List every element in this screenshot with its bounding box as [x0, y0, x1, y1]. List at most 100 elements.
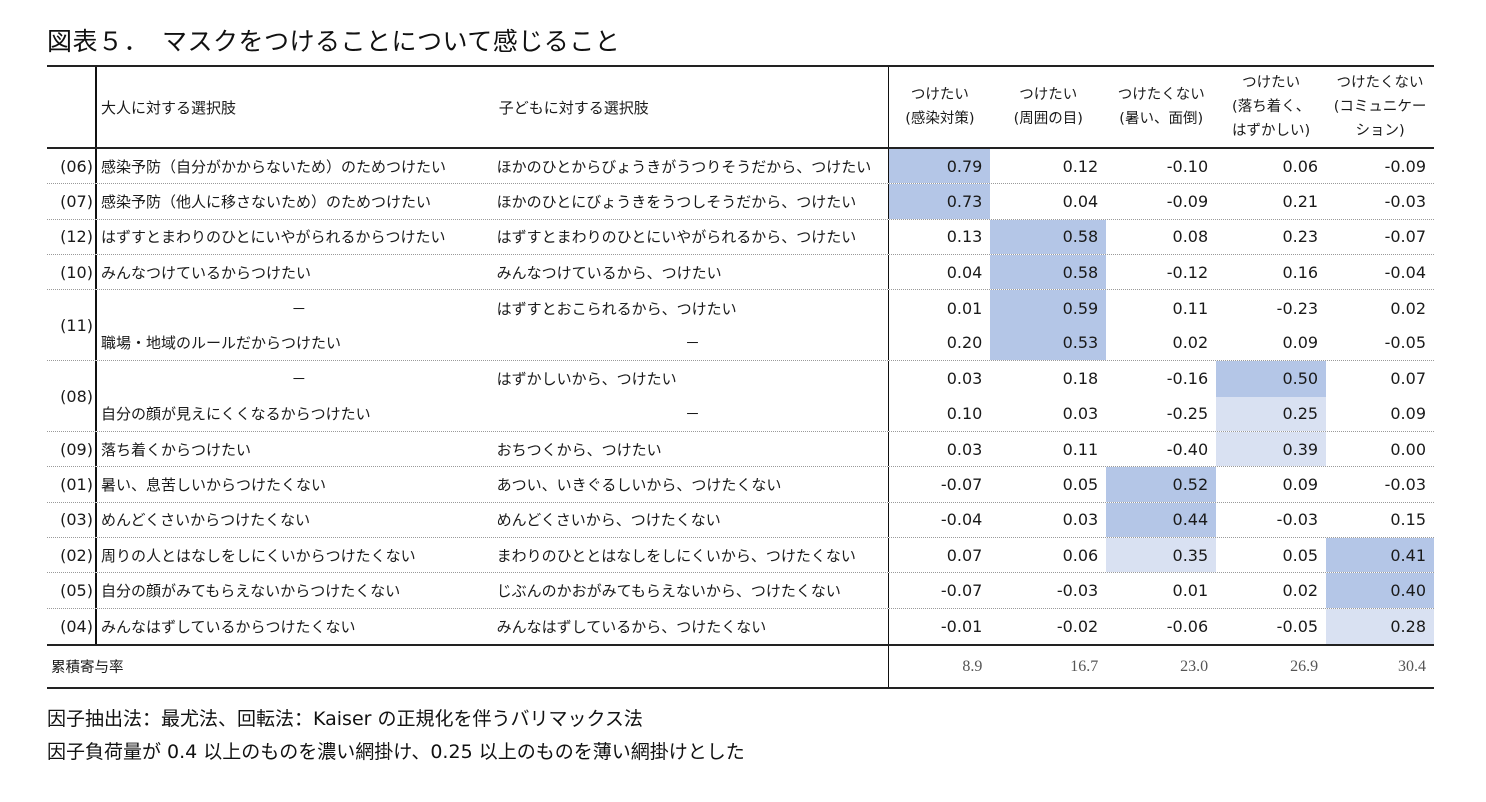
factor-loading-5: 0.00 [1390, 439, 1426, 459]
factor-loading-4: 0.02 [1282, 580, 1319, 600]
factor-loading-2: -0.02 [1056, 616, 1099, 636]
factor-loading-1: -0.07 [940, 580, 983, 600]
factor-loading-1: 0.01 [946, 298, 983, 318]
item-id [47, 326, 95, 360]
header-child: 子どもに対する選択肢 [497, 67, 890, 147]
factor-loading-3: 0.11 [1172, 298, 1209, 318]
factor-loading-4: 0.16 [1282, 262, 1319, 282]
cumulative-value: 16.7 [1070, 657, 1099, 675]
factor-loading-5: 0.41 [1326, 537, 1434, 573]
adult-option: はずすとまわりのひとにいやがられるからつけたい [94, 219, 497, 255]
factor-loading-4: 0.05 [1282, 545, 1319, 565]
factor-loading-2: 0.58 [990, 219, 1107, 255]
factor-loading-5: -0.05 [1384, 333, 1426, 353]
adult-option: 暑い、息苦しいからつけたくない [94, 467, 497, 502]
factor-loading-1: 0.07 [946, 545, 983, 565]
adult-option: － [94, 290, 497, 326]
child-option: めんどくさいから、つけたくない [497, 502, 890, 537]
factor-loading-3: 0.52 [1106, 467, 1217, 502]
item-id: (01) [60, 474, 93, 494]
factor-loading-3: 0.02 [1172, 333, 1209, 353]
factor-loading-4: 0.09 [1282, 474, 1319, 494]
table-row: (08) －はずかしいから、つけたい 0.03 0.18 -0.16 0.50 0.07 [47, 361, 1434, 406]
child-option: まわりのひととはなしをしにくいから、つけたくない [497, 537, 890, 573]
header-adult: 大人に対する選択肢 [94, 67, 497, 147]
factor-loading-4: 0.50 [1216, 361, 1327, 397]
item-id-merged: (11) [60, 316, 93, 336]
factor-loading-1: 0.13 [946, 227, 983, 247]
item-id: (10) [60, 262, 93, 282]
item-id: (02) [60, 545, 93, 565]
child-option: あつい、いきぐるしいから、つけたくない [497, 467, 890, 502]
child-option: おちつくから、つけたい [497, 431, 890, 467]
item-id: (09) [60, 439, 93, 459]
factor-loading-5: -0.04 [1384, 262, 1426, 282]
item-id [47, 397, 95, 431]
adult-option: 感染予防（他人に移さないため）のためつけたい [94, 184, 497, 219]
factor-loading-3: 0.35 [1106, 537, 1217, 573]
item-id: (07) [60, 192, 93, 212]
item-id: (03) [60, 510, 93, 530]
table-body: (06) 感染予防（自分がかからないため）のためつけたい ほかのひとからびょうきがう… [47, 149, 1434, 645]
factor-loading-1: 0.03 [946, 369, 983, 389]
cumulative-label: 累積寄与率 [47, 646, 890, 688]
table-row: (04) みんなはずしているからつけたくない みんなはずしているから、つけたくない -… [47, 608, 1434, 645]
table-row: (03) めんどくさいからつけたくない めんどくさいから、つけたくない -0.04 0.… [47, 502, 1434, 538]
factor-loading-1: 0.20 [946, 333, 983, 353]
adult-option: みんなつけているからつけたい [94, 255, 497, 290]
adult-option: 感染予防（自分がかからないため）のためつけたい [94, 149, 497, 184]
note-method: 因子抽出法：最尤法、回転法：Kaiser の正規化を伴うバリマックス法 [47, 708, 643, 730]
factor-loading-1: 0.79 [889, 149, 991, 184]
factor-loading-3: -0.16 [1166, 369, 1209, 389]
factor-loading-5: 0.15 [1390, 510, 1426, 530]
factor-loading-3: 0.08 [1172, 227, 1209, 247]
table-row: (01) 暑い、息苦しいからつけたくない あつい、いきぐるしいから、つけたくない -0… [47, 467, 1434, 503]
factor-loading-5: 0.09 [1390, 404, 1426, 424]
item-id: (11) [47, 290, 95, 335]
factor-loading-3: -0.25 [1166, 404, 1209, 424]
child-option: はずすとまわりのひとにいやがられるから、つけたい [497, 219, 890, 255]
factor-loading-3: -0.09 [1166, 192, 1209, 212]
factor-loading-1: 0.04 [946, 262, 983, 282]
table-row: (06) 感染予防（自分がかからないため）のためつけたい ほかのひとからびょうきがう… [47, 149, 1434, 185]
item-id: (05) [60, 580, 93, 600]
factor-loading-2: 0.59 [990, 290, 1107, 326]
factor-loading-5: 0.07 [1390, 369, 1426, 389]
table-row: (05) 自分の顔がみてもらえないからつけたくない じぶんのかおがみてもらえないから… [47, 573, 1434, 609]
cumulative-value: 8.9 [962, 657, 983, 675]
factor-loading-4: -0.03 [1276, 510, 1319, 530]
factor-loading-5: -0.07 [1384, 227, 1426, 247]
factor-loading-1: 0.73 [889, 184, 991, 219]
factor-loading-4: 0.06 [1282, 156, 1319, 176]
header-factor-2: つけたい (周囲の目) [1013, 87, 1083, 127]
note-shading: 因子負荷量が 0.4 以上のものを濃い網掛け、0.25 以上のものを薄い網掛けと… [47, 741, 745, 763]
table-row: (10) みんなつけているからつけたい みんなつけているから、つけたい 0.04 0.5… [47, 255, 1434, 291]
factor-loading-2: 0.11 [1062, 439, 1099, 459]
child-option: みんなはずしているから、つけたくない [497, 608, 890, 645]
factor-loading-2: 0.53 [990, 325, 1107, 361]
factor-loading-4: -0.05 [1276, 616, 1319, 636]
factor-loading-1: -0.01 [940, 616, 983, 636]
adult-option: 職場・地域のルールだからつけたい [94, 325, 497, 361]
item-id: (08) [47, 361, 95, 406]
factor-loading-3: -0.06 [1166, 616, 1209, 636]
factor-loading-2: 0.03 [1062, 404, 1099, 424]
factor-loading-5: -0.03 [1384, 192, 1426, 212]
item-id: (04) [60, 616, 93, 636]
child-option: － [497, 325, 890, 361]
cumulative-value: 23.0 [1180, 657, 1209, 675]
factor-loading-3: 0.44 [1106, 502, 1217, 537]
factor-loading-4: 0.09 [1282, 333, 1319, 353]
factor-loading-1: -0.04 [940, 510, 983, 530]
cumulative-contribution-row: 累積寄与率 8.9 16.7 23.0 26.9 30.4 [47, 644, 1434, 688]
factor-loading-2: 0.06 [1062, 545, 1099, 565]
factor-loading-1: -0.07 [940, 474, 983, 494]
factor-loading-2: 0.58 [990, 255, 1107, 290]
child-option: － [497, 396, 890, 431]
item-id: (06) [60, 156, 93, 176]
factor-loading-4: -0.23 [1276, 298, 1319, 318]
table-row: (09) 落ち着くからつけたい おちつくから、つけたい 0.03 0.11 -0.40 0.… [47, 431, 1434, 468]
factor-loading-3: 0.01 [1172, 580, 1209, 600]
factor-loading-4: 0.25 [1216, 396, 1327, 431]
child-option: ほかのひとからびょうきがうつりそうだから、つけたい [497, 149, 890, 184]
